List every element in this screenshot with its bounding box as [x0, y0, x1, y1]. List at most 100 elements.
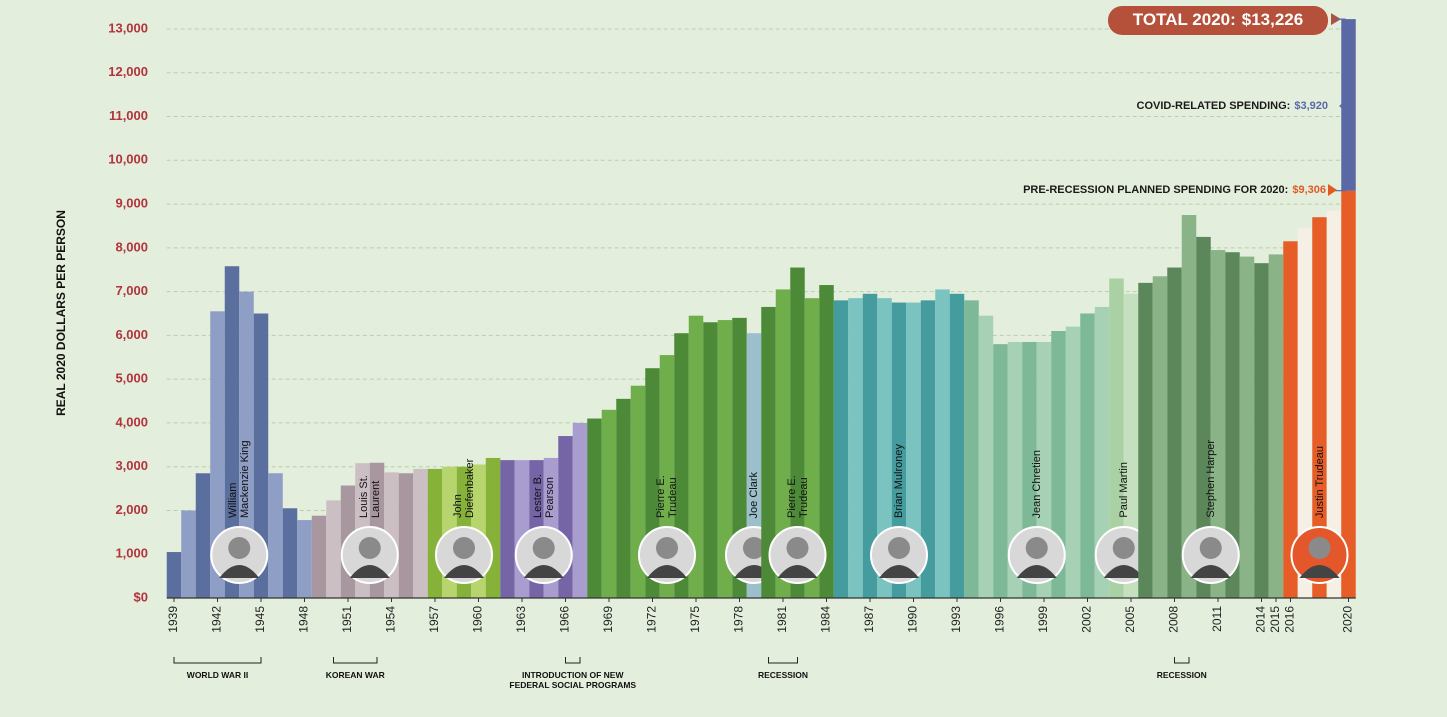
bar — [877, 298, 892, 598]
portrait-head — [1112, 537, 1135, 559]
leader-label: Pierre E. Trudeau — [655, 475, 679, 518]
portrait-body — [777, 565, 818, 578]
portrait-body — [523, 565, 564, 578]
portrait-head — [358, 537, 381, 559]
bar — [427, 468, 443, 598]
leader-label: John Diefenbaker — [452, 458, 476, 518]
bar — [761, 306, 776, 598]
bar — [485, 457, 501, 598]
bar — [920, 300, 936, 598]
bar-segment — [1341, 19, 1356, 191]
bar — [1152, 276, 1168, 598]
bar — [297, 520, 312, 598]
pre-recession-label: PRE-RECESSION PLANNED SPENDING FOR 2020:… — [1023, 184, 1326, 196]
event-label: INTRODUCTION OF NEW FEDERAL SOCIAL PROGR… — [509, 670, 637, 690]
bar — [253, 313, 269, 598]
pre-recession-text: PRE-RECESSION PLANNED SPENDING FOR 2020: — [1023, 184, 1288, 196]
bar — [166, 552, 182, 598]
bar — [195, 473, 211, 598]
leader-label: Paul Martin — [1117, 462, 1130, 518]
bar — [1065, 326, 1081, 598]
leader-label: Pierre E. Trudeau — [785, 475, 810, 518]
leader-label: Brian Mulroney — [893, 444, 905, 518]
y-tick-label: $0 — [134, 589, 148, 604]
x-tick-label: 2008 — [1167, 606, 1181, 633]
event-label: RECESSION — [757, 670, 809, 680]
x-tick-label: 2014 — [1254, 606, 1268, 633]
bar — [891, 302, 907, 598]
y-tick-label: 9,000 — [115, 196, 148, 211]
portrait-head — [453, 537, 475, 559]
x-tick-label: 1969 — [601, 606, 615, 633]
leader-label: William Mackenzie King — [227, 440, 252, 518]
x-tick-label: 1993 — [949, 606, 963, 633]
total-pill — [1108, 6, 1328, 35]
y-axis-title: REAL 2020 DOLLARS PER PERSON — [54, 210, 68, 416]
y-tick-label: 4,000 — [115, 414, 148, 429]
bar — [1094, 306, 1110, 598]
bar — [413, 468, 428, 598]
bar — [775, 289, 791, 598]
x-tick-label: 1984 — [819, 606, 833, 633]
y-tick-label: 7,000 — [115, 283, 148, 298]
portrait-head — [1199, 537, 1222, 559]
portrait-body — [1299, 565, 1340, 578]
bar — [572, 422, 588, 598]
event-label: KOREAN WAR — [325, 670, 385, 680]
y-tick-label: 10,000 — [108, 152, 148, 167]
bar — [819, 285, 834, 598]
event-bracket — [173, 657, 262, 664]
x-tick-label: 1963 — [514, 606, 528, 633]
x-tick-label: 1954 — [384, 606, 398, 633]
portrait-head — [888, 537, 910, 559]
bar — [1138, 282, 1153, 598]
event-label: RECESSION — [1156, 670, 1207, 680]
portrait-body — [1190, 565, 1231, 578]
y-tick-label: 13,000 — [108, 20, 148, 35]
event-bracket — [333, 657, 378, 664]
x-tick-label: 1951 — [340, 606, 354, 633]
y-tick-label: 8,000 — [115, 239, 148, 254]
bar — [1123, 293, 1139, 598]
bar — [732, 317, 747, 598]
event-bracket — [565, 657, 581, 664]
bar — [224, 266, 240, 598]
leader-label: Jean Chretien — [1030, 449, 1043, 519]
portrait-body — [1016, 565, 1057, 578]
event-label: WORLD WAR II — [186, 670, 249, 680]
x-tick-label: 2020 — [1341, 606, 1355, 633]
x-tick-label: 1996 — [993, 606, 1007, 633]
bar — [500, 460, 515, 598]
y-tick-label: 11,000 — [109, 108, 148, 123]
bar — [978, 315, 994, 598]
total-label: TOTAL 2020: $13,226 — [1133, 10, 1303, 29]
portrait-head — [228, 537, 251, 559]
x-tick-label: 1978 — [732, 606, 746, 633]
bar — [311, 515, 327, 598]
bar — [906, 302, 921, 598]
x-tick-label: 1999 — [1036, 606, 1050, 633]
y-tick-label: 12,000 — [108, 64, 148, 79]
x-tick-label: 2016 — [1283, 606, 1297, 633]
x-tick-label: 1972 — [645, 606, 659, 633]
portrait-head — [786, 537, 809, 559]
portrait-body — [647, 565, 687, 578]
bar — [1341, 190, 1356, 598]
bar — [282, 508, 298, 598]
covid-text: COVID-RELATED SPENDING: — [1137, 100, 1291, 112]
y-tick-label: 3,000 — [115, 458, 148, 473]
portrait-head — [532, 537, 555, 559]
leader-label: Stephen Harper — [1204, 440, 1217, 518]
bar — [862, 293, 878, 598]
bar — [1326, 210, 1342, 598]
portrait-body — [349, 565, 390, 578]
bar — [804, 298, 820, 598]
bar — [1109, 278, 1124, 598]
x-tick-label: 2005 — [1123, 606, 1137, 633]
portrait-body — [1103, 565, 1144, 578]
bar — [181, 510, 196, 598]
bar — [1167, 267, 1182, 598]
portrait-head — [743, 537, 765, 559]
